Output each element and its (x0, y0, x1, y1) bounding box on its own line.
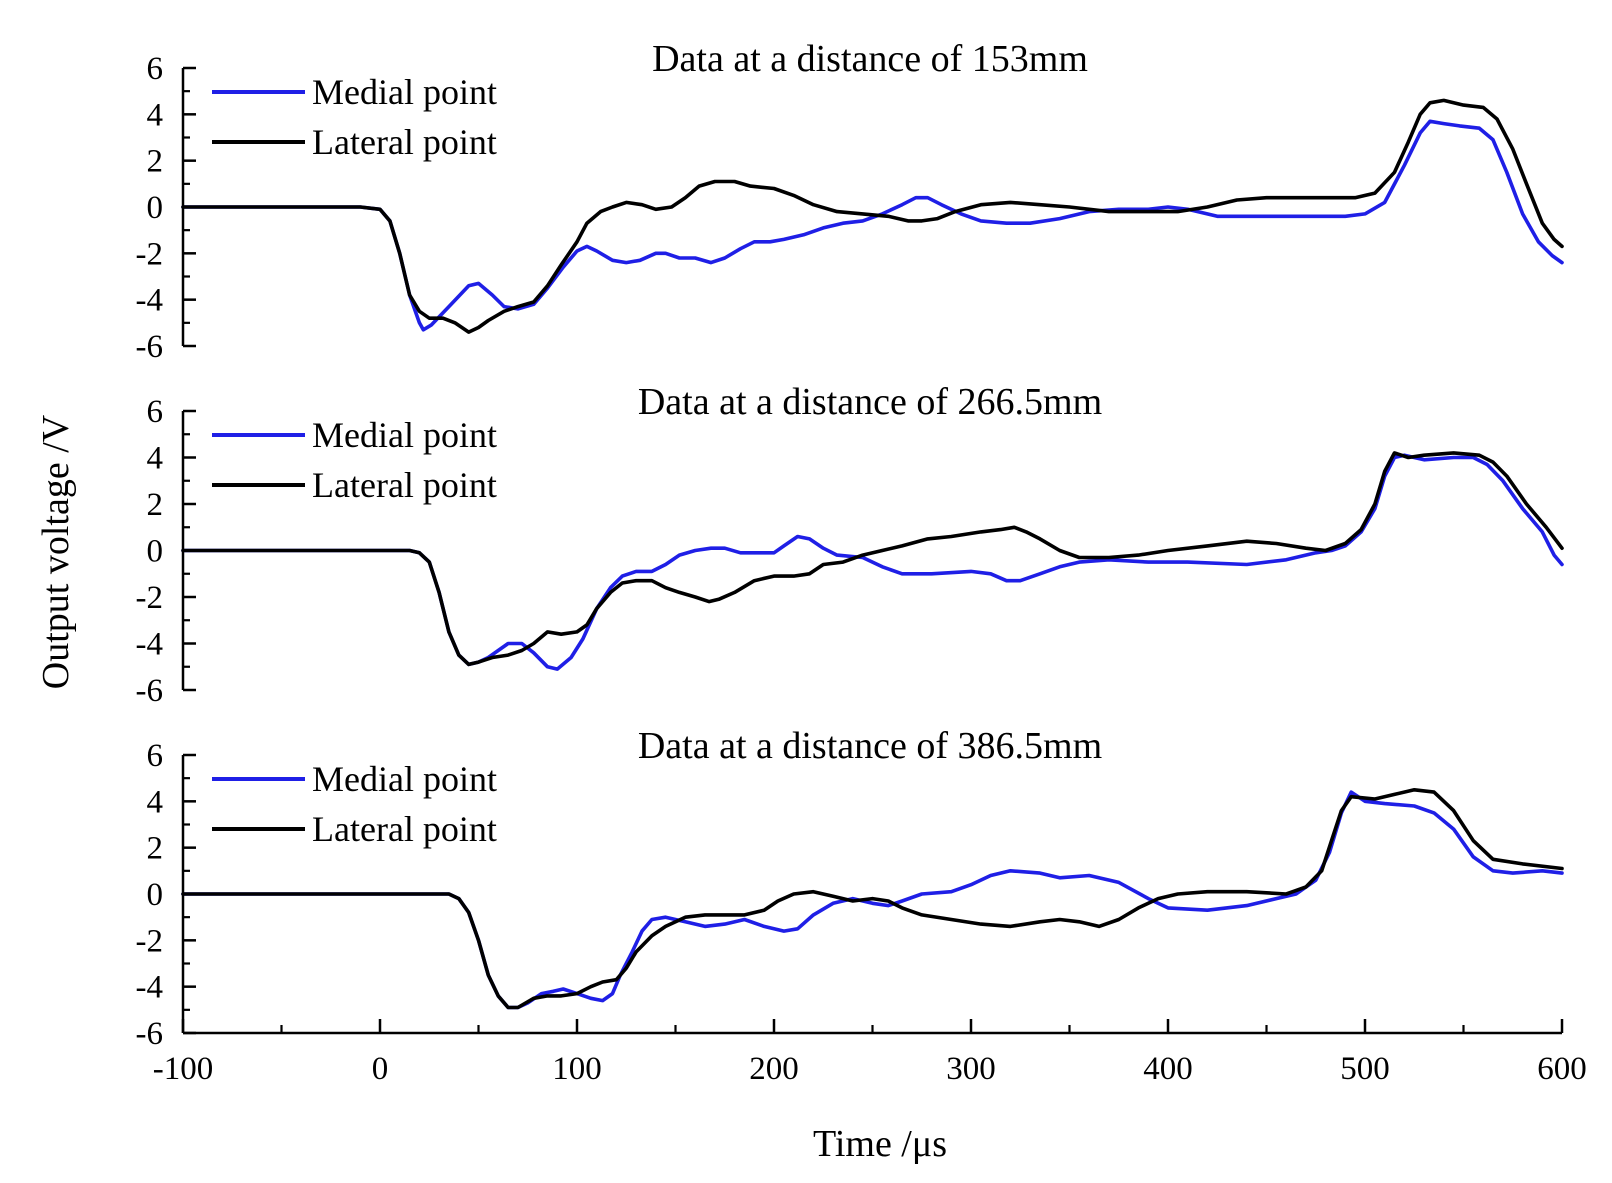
panel-title: Data at a distance of 386.5mm (638, 725, 1102, 767)
legend: Medial point Lateral point (212, 759, 497, 849)
y-tick-label: -2 (136, 236, 164, 272)
y-tick-label: -4 (136, 283, 164, 319)
y-tick-label: 6 (147, 738, 164, 774)
y-axis-title: Output voltage /V (35, 414, 77, 689)
y-tick-label: -2 (136, 923, 164, 959)
legend-label-lateral: Lateral point (312, 809, 497, 849)
legend-label-lateral: Lateral point (312, 122, 497, 162)
x-tick-label: 200 (749, 1051, 799, 1087)
y-tick-label: 4 (147, 97, 164, 133)
legend: Medial point Lateral point (212, 72, 497, 162)
series-line-lateral (181, 451, 1564, 667)
y-tick-label: 4 (147, 441, 164, 477)
y-tick-label: -6 (136, 1016, 164, 1052)
panel-2: -6 -4 -2 0 2 4 6 Data at a distance of 266.5mm M… (136, 381, 1564, 709)
x-tick-label: 400 (1143, 1051, 1193, 1087)
y-tick-label: 0 (147, 877, 164, 913)
y-tick-label: 0 (147, 190, 164, 226)
panel-title: Data at a distance of 153mm (652, 38, 1088, 80)
y-tick-label: 0 (147, 534, 164, 570)
y-tick-label: -6 (136, 673, 164, 709)
x-tick-label: -100 (153, 1051, 214, 1087)
y-tick-label: 6 (147, 51, 164, 87)
y-tick-label: -4 (136, 627, 164, 663)
x-tick-label: 500 (1340, 1051, 1390, 1087)
x-axis-title: Time /μs (813, 1123, 947, 1165)
x-tick-label: 0 (372, 1051, 389, 1087)
legend: Medial point Lateral point (212, 415, 497, 505)
y-tick-label: -4 (136, 970, 164, 1006)
panel-3: -6 -4 -2 0 2 4 6 -100 0 100 200 300 400 500 600 Data at… (136, 725, 1587, 1087)
y-tick-label: -6 (136, 329, 164, 365)
legend-label-medial: Medial point (312, 72, 497, 112)
y-tick-label: 2 (147, 831, 164, 867)
y-tick-label: 4 (147, 784, 164, 820)
series-line-medial (181, 119, 1564, 332)
panel-1: -6 -4 -2 0 2 4 6 Data at a distance of 153mm Med… (136, 38, 1564, 365)
legend-label-medial: Medial point (312, 759, 497, 799)
legend-label-medial: Medial point (312, 415, 497, 455)
y-tick-label: 6 (147, 394, 164, 430)
series-line-lateral (181, 788, 1564, 1010)
series-line-lateral (181, 98, 1564, 334)
x-tick-label: 300 (946, 1051, 996, 1087)
y-tick-label: 2 (147, 144, 164, 180)
y-tick-label: 2 (147, 487, 164, 523)
panel-title: Data at a distance of 266.5mm (638, 381, 1102, 423)
legend-label-lateral: Lateral point (312, 465, 497, 505)
x-tick-label: 100 (552, 1051, 602, 1087)
y-tick-label: -2 (136, 580, 164, 616)
x-tick-label: 600 (1537, 1051, 1587, 1087)
